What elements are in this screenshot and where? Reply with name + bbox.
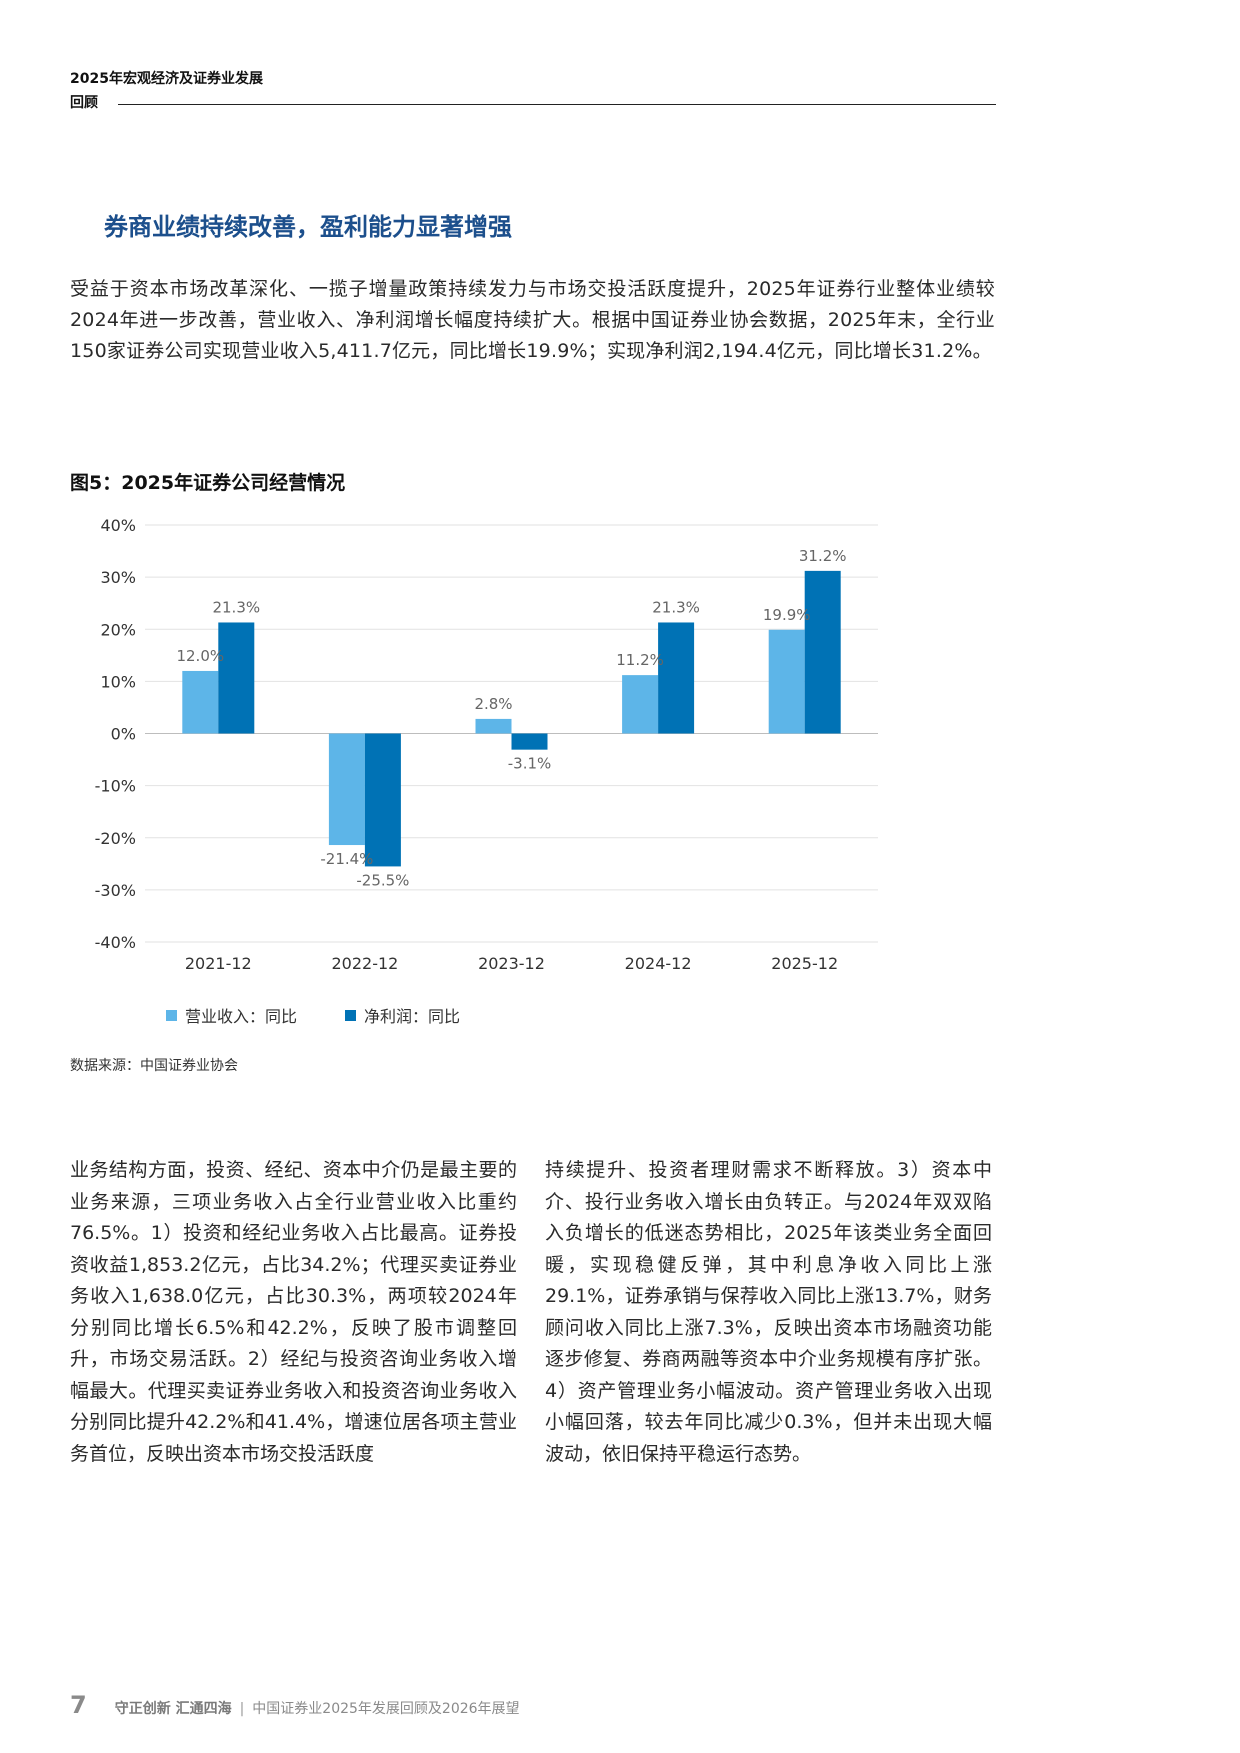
data-label: -3.1%	[508, 755, 552, 773]
legend-swatch-revenue	[166, 1009, 177, 1021]
y-tick-label: -10%	[95, 777, 136, 796]
legend-item-revenue: 营业收入：同比	[166, 1003, 297, 1027]
header-divider	[118, 104, 996, 105]
bar	[658, 622, 695, 734]
x-tick-label: 2021-12	[185, 954, 252, 973]
footer-slogan: 守正创新 汇通四海	[114, 1701, 232, 1717]
data-label: 2.8%	[474, 695, 512, 713]
y-tick-label: -40%	[95, 933, 136, 952]
footer-separator: |	[239, 1701, 245, 1717]
y-tick-label: 0%	[111, 725, 136, 744]
intro-paragraph: 受益于资本市场改革深化、一揽子增量政策持续发力与市场交投活跃度提升，2025年证…	[70, 278, 995, 362]
data-label: 19.9%	[763, 606, 811, 624]
data-label: 21.3%	[212, 598, 260, 616]
x-tick-label: 2023-12	[478, 954, 545, 973]
y-tick-label: 30%	[100, 568, 136, 587]
x-tick-label: 2025-12	[771, 954, 838, 973]
data-label: -21.4%	[320, 850, 373, 868]
bar	[182, 670, 219, 734]
bar	[475, 718, 512, 734]
bar	[804, 570, 841, 734]
body-right-column: 持续提升、投资者理财需求不断释放。3）资本中介、投行业务收入增长由负转正。与20…	[545, 1159, 992, 1465]
footer-report-title: 中国证券业2025年发展回顾及2026年展望	[252, 1701, 520, 1717]
y-tick-label: 40%	[100, 516, 136, 535]
y-tick-label: -30%	[95, 881, 136, 900]
legend-label-net-profit: 净利润：同比	[364, 1007, 461, 1026]
data-label: -25.5%	[356, 871, 409, 889]
bar	[768, 629, 805, 734]
data-label: 21.3%	[652, 598, 700, 616]
data-label: 31.2%	[799, 547, 847, 565]
data-label: 12.0%	[176, 647, 224, 665]
y-tick-label: 20%	[100, 620, 136, 639]
page-footer: 7 守正创新 汇通四海 | 中国证券业2025年发展回顾及2026年展望	[70, 1691, 520, 1719]
body-left-column: 业务结构方面，投资、经纪、资本中介仍是最主要的业务来源，三项业务收入占全行业营业…	[70, 1159, 517, 1465]
data-label: 11.2%	[616, 651, 664, 669]
section-title: 券商业绩持续改善，盈利能力显著增强	[104, 213, 512, 241]
bar	[511, 733, 548, 750]
legend-item-net-profit: 净利润：同比	[345, 1003, 460, 1027]
bar	[364, 733, 401, 867]
running-header-title: 2025年宏观经济及证券业发展	[70, 71, 263, 87]
bar	[218, 622, 255, 734]
page-number: 7	[70, 1691, 87, 1719]
figure-source: 数据来源：中国证券业协会	[70, 1058, 238, 1074]
y-tick-label: -20%	[95, 829, 136, 848]
x-tick-label: 2024-12	[625, 954, 692, 973]
chart-legend: 营业收入：同比 净利润：同比	[166, 1003, 508, 1027]
y-tick-label: 10%	[100, 672, 136, 691]
chart-data-labels: 12.0% 21.3% -21.4% -25.5% 2.8% -3.1% 11.2% 21.3…	[176, 547, 846, 890]
chart-y-axis: 40% 30% 20% 10% 0% -10% -20% -30% -40%	[95, 516, 136, 952]
chart-x-axis: 2021-12 2022-12 2023-12 2024-12 2025-12	[185, 954, 838, 973]
bar	[622, 675, 659, 734]
bar-chart: 40% 30% 20% 10% 0% -10% -20% -30% -40% 12.0% 21.3…	[95, 516, 878, 973]
legend-label-revenue: 营业收入：同比	[185, 1007, 298, 1026]
figure-title: 图5：2025年证券公司经营情况	[70, 472, 346, 494]
running-header-subtitle: 回顾	[70, 95, 98, 111]
legend-swatch-net-profit	[345, 1009, 357, 1021]
bar	[328, 733, 365, 846]
chart-bars	[182, 570, 841, 867]
x-tick-label: 2022-12	[331, 954, 398, 973]
